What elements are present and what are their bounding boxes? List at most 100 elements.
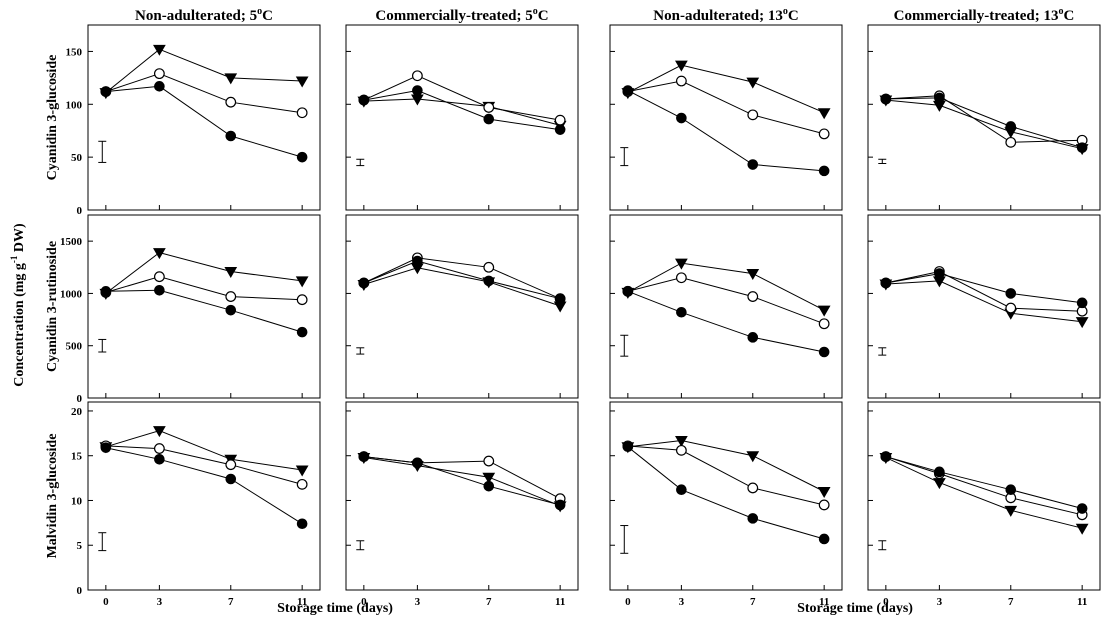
column-title: Non-adulterated; 5oC xyxy=(135,6,273,24)
series-line xyxy=(363,98,561,126)
series-line xyxy=(627,277,825,325)
series-line xyxy=(105,447,303,525)
panel-frame xyxy=(87,24,321,211)
x-tick-label: 7 xyxy=(228,596,234,608)
filled-circle-marker xyxy=(154,81,165,92)
panel-frame xyxy=(87,214,321,399)
panel-frame xyxy=(345,214,579,399)
filled-circle-marker xyxy=(676,112,687,124)
filled-circle-marker xyxy=(1005,484,1017,496)
triangle-marker xyxy=(675,435,688,447)
open-circle-marker xyxy=(818,128,830,140)
open-circle-marker xyxy=(675,444,687,456)
row-label: Cyanidin 3-glucoside xyxy=(45,55,60,181)
triangle-marker xyxy=(817,108,831,120)
y-axis-label-group: Concentration (mg g-1 DW) xyxy=(9,223,27,387)
open-circle-marker xyxy=(296,294,308,306)
filled-circle-marker xyxy=(622,441,634,453)
open-circle-marker xyxy=(411,70,423,82)
filled-circle-marker xyxy=(483,113,495,125)
series-line xyxy=(363,89,561,131)
panels-grid: Non-adulterated; 5oC Commercially-treated… xyxy=(45,6,1101,608)
panel: 0 500 1000 1500 xyxy=(60,214,321,405)
y-tick-label: 1500 xyxy=(60,236,83,248)
triangle-marker xyxy=(675,258,688,270)
series-line xyxy=(885,456,1083,509)
filled-circle-marker xyxy=(1005,121,1017,132)
column-title: Commercially-treated; 5oC xyxy=(375,6,548,24)
row-label-group: Malvidin 3-glucoside xyxy=(45,434,60,559)
filled-circle-marker xyxy=(880,93,892,105)
series-line xyxy=(885,270,1083,312)
filled-circle-marker xyxy=(1076,503,1088,514)
panel xyxy=(609,24,843,211)
filled-circle-marker xyxy=(412,85,423,96)
filled-circle-marker xyxy=(747,332,759,343)
panel-frame xyxy=(345,401,579,591)
filled-circle-marker xyxy=(934,268,945,279)
y-tick-label: 0 xyxy=(77,393,83,405)
open-circle-marker xyxy=(153,68,165,80)
triangle-marker xyxy=(224,266,238,278)
triangle-marker xyxy=(1075,523,1089,535)
triangle-marker xyxy=(153,426,166,438)
filled-circle-marker xyxy=(1076,297,1088,309)
filled-circle-marker xyxy=(296,518,308,530)
filled-circle-marker xyxy=(358,277,370,289)
y-tick-label: 150 xyxy=(66,46,83,58)
series-line xyxy=(363,457,561,507)
x-tick-label: 11 xyxy=(297,596,307,608)
filled-circle-marker xyxy=(818,165,830,177)
y-tick-label: 0 xyxy=(77,205,83,217)
filled-circle-marker xyxy=(358,451,370,462)
panel-frame xyxy=(609,24,843,211)
triangle-marker xyxy=(153,248,166,260)
triangle-marker xyxy=(482,472,496,484)
x-tick-label: 3 xyxy=(937,596,943,608)
panel-frame xyxy=(345,24,579,211)
filled-circle-marker xyxy=(225,304,237,316)
open-circle-marker xyxy=(1005,136,1017,148)
column-title: Non-adulterated; 13oC xyxy=(653,6,798,24)
filled-circle-marker xyxy=(676,484,687,496)
open-circle-marker xyxy=(747,109,759,121)
filled-circle-marker xyxy=(296,151,308,163)
y-tick-label: 20 xyxy=(71,406,83,418)
open-circle-marker xyxy=(296,107,308,119)
x-tick-label: 11 xyxy=(1077,596,1087,608)
x-tick-label: 11 xyxy=(555,596,565,608)
panel-frame xyxy=(609,401,843,591)
filled-circle-marker xyxy=(412,255,423,267)
x-tick-label: 0 xyxy=(103,596,109,608)
y-tick-label: 500 xyxy=(66,341,83,353)
series-line xyxy=(627,446,825,540)
panel xyxy=(345,24,579,211)
panel-frame xyxy=(609,214,843,399)
triangle-marker xyxy=(295,276,309,288)
series-line xyxy=(627,262,825,311)
triangle-marker xyxy=(817,487,831,499)
triangle-marker xyxy=(224,73,238,85)
series-line xyxy=(105,252,303,294)
filled-circle-marker xyxy=(1005,288,1017,299)
y-tick-label: 100 xyxy=(66,99,83,111)
open-circle-marker xyxy=(225,459,237,471)
column-title: Commercially-treated; 13oC xyxy=(894,6,1075,24)
open-circle-marker xyxy=(747,291,759,302)
series-line xyxy=(105,445,303,485)
filled-circle-marker xyxy=(818,533,830,545)
series-line xyxy=(105,289,303,333)
filled-circle-marker xyxy=(880,451,892,462)
triangle-marker xyxy=(153,44,166,56)
filled-circle-marker xyxy=(622,286,634,297)
filled-circle-marker xyxy=(100,286,112,297)
series-line xyxy=(105,73,303,114)
filled-circle-marker xyxy=(818,346,830,358)
panel-frame xyxy=(867,214,1101,399)
open-circle-marker xyxy=(225,96,237,108)
filled-circle-marker xyxy=(934,92,945,104)
triangle-marker xyxy=(295,76,309,88)
triangle-marker xyxy=(746,451,760,463)
series-line xyxy=(363,267,561,307)
